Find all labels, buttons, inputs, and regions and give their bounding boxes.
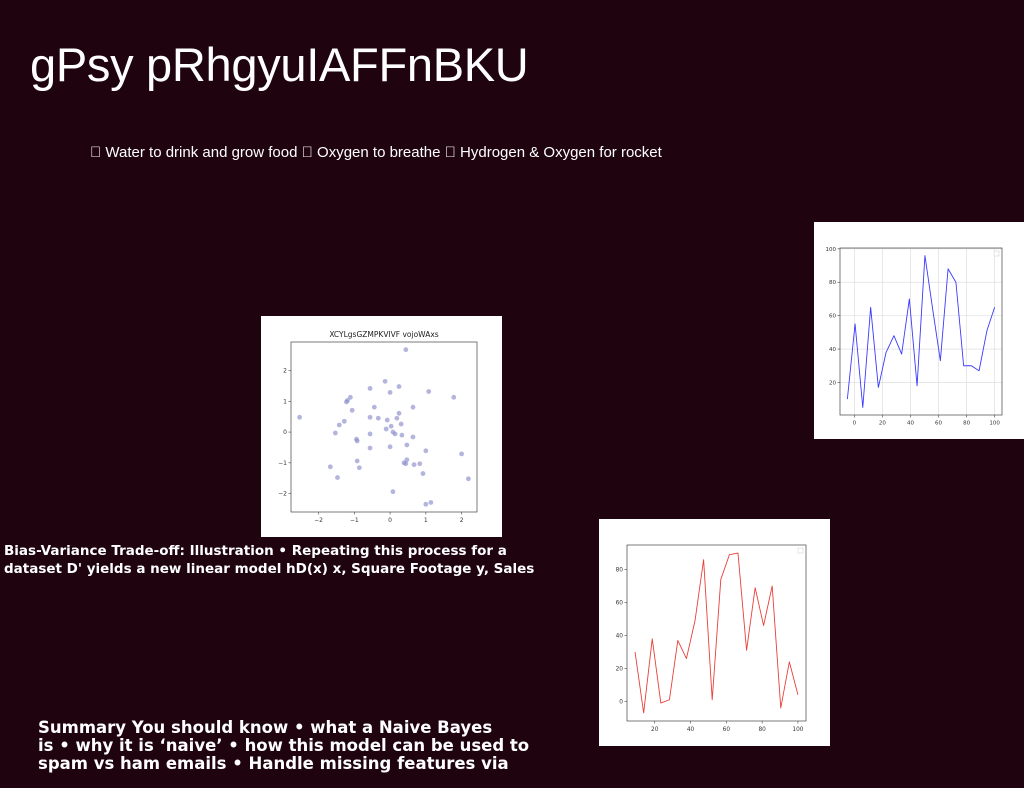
plot-frame (626, 544, 807, 722)
data-point (403, 461, 409, 467)
data-point (404, 442, 410, 448)
data-point (404, 457, 410, 463)
x-tick-label: 60 (935, 421, 942, 427)
x-tick-label: 40 (687, 727, 695, 733)
y-tick-label: 60 (616, 601, 624, 607)
y-tick-label: 80 (829, 280, 836, 286)
data-point (332, 430, 338, 436)
data-point (410, 404, 416, 410)
data-point (367, 414, 373, 420)
y-tick-label: 100 (826, 247, 837, 253)
x-tick-label: 20 (879, 421, 886, 427)
data-point (367, 445, 373, 451)
data-point (382, 378, 388, 384)
y-tick-label: 80 (616, 568, 624, 574)
x-tick-label: 100 (792, 727, 803, 733)
data-point (466, 476, 471, 482)
scatter-chart: −2 −1 0 1 2 −2 −1 0 1 2 XCYLgsGZMPKVIVF vojoWAxs (261, 316, 502, 537)
data-point (451, 394, 457, 400)
red-line-chart-svg: 20 40 60 80 100 0 20 40 60 80 (616, 544, 807, 733)
legend-box (993, 250, 1000, 257)
data-point (394, 415, 400, 421)
bias-variance-text: Bias-Variance Trade-off: Illustration • … (4, 543, 535, 577)
data-point (411, 462, 417, 468)
x-tick-label: 0 (853, 421, 857, 427)
x-tick-label: 0 (388, 517, 392, 524)
data-point (388, 423, 394, 429)
chart-title: XCYLgsGZMPKVIVF vojoWAxs (329, 330, 438, 339)
x-tick-label: 1 (424, 517, 428, 524)
data-point (399, 432, 405, 438)
data-point (349, 407, 355, 413)
data-point (423, 448, 429, 454)
data-point (387, 390, 393, 395)
y-tick-label: 1 (283, 398, 287, 405)
data-point (410, 434, 416, 440)
x-tick-label: −2 (314, 517, 323, 524)
data-point (417, 461, 423, 467)
blue-line-chart: 0 20 40 60 80 100 20 40 60 80 100 (814, 222, 1024, 439)
blue-line-chart-svg: 0 20 40 60 80 100 20 40 60 80 100 (826, 247, 1003, 427)
data-point (423, 501, 429, 507)
plot-frame (839, 247, 1003, 416)
y-tick-label: −1 (278, 460, 287, 467)
data-point (375, 415, 381, 421)
y-tick-label: −2 (278, 491, 287, 498)
data-point (396, 384, 402, 389)
data-point (459, 451, 465, 457)
red-line-chart: 20 40 60 80 100 0 20 40 60 80 (599, 519, 830, 746)
y-tick-label: 40 (616, 634, 624, 640)
series-line (634, 552, 799, 714)
data-point (367, 431, 373, 437)
data-point (341, 418, 347, 424)
data-point (384, 417, 390, 423)
x-tick-label: 40 (907, 421, 914, 427)
data-point (356, 465, 362, 471)
data-point (398, 421, 404, 427)
data-point (327, 464, 333, 470)
x-tick-label: −1 (350, 517, 359, 524)
summary-text: Summary You should know • what a Naive B… (38, 718, 530, 773)
plot-frame (290, 341, 478, 513)
y-tick-label: 20 (829, 380, 836, 386)
data-point (367, 386, 373, 391)
data-point (335, 475, 340, 480)
x-tick-label: 80 (963, 421, 970, 427)
scatter-chart-svg: −2 −1 0 1 2 −2 −1 0 1 2 XCYLgsGZMPKVIVF vojoWAxs (278, 330, 478, 524)
series-line (846, 255, 996, 408)
data-point (297, 414, 302, 420)
y-tick-label: 2 (283, 368, 287, 375)
y-tick-label: 0 (619, 699, 623, 705)
data-point (371, 404, 377, 410)
x-tick-label: 100 (989, 421, 1000, 427)
data-point (383, 426, 389, 432)
data-point (336, 422, 342, 428)
y-tick-label: 40 (829, 347, 836, 353)
data-point (396, 410, 402, 416)
data-point (387, 444, 393, 450)
x-tick-label: 2 (460, 517, 464, 524)
x-tick-label: 80 (758, 727, 766, 733)
slide-subtitle:  Water to drink and grow food  Oxygen … (90, 144, 662, 161)
x-tick-label: 20 (651, 727, 659, 733)
y-tick-label: 0 (283, 429, 287, 436)
data-point (347, 394, 353, 400)
data-point (392, 431, 398, 437)
y-tick-label: 20 (616, 666, 624, 672)
y-tick-label: 60 (829, 314, 836, 320)
data-point (390, 489, 396, 495)
data-point (426, 389, 432, 394)
slide-title: gPsy pRhgyuIAFFnBKU (30, 38, 529, 91)
data-point (403, 347, 409, 353)
data-point (354, 438, 360, 444)
legend-box (797, 547, 804, 554)
data-point (354, 458, 360, 464)
x-tick-label: 60 (723, 727, 731, 733)
data-point (428, 500, 434, 505)
data-point (420, 471, 426, 476)
data-point (344, 399, 349, 405)
